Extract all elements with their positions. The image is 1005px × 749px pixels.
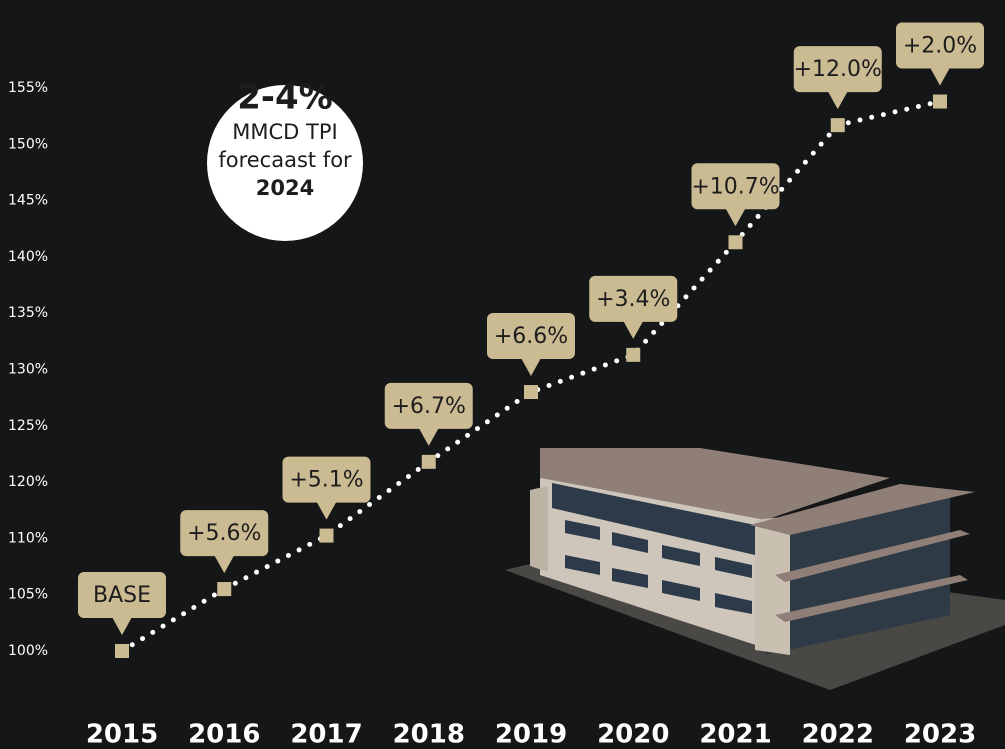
point [830,118,845,133]
x-tick-label: 2020 [597,720,669,749]
annotation-tail [316,501,337,520]
annotation-tail [827,91,848,110]
annotation-box [691,163,780,210]
annotation-box [589,275,678,322]
x-tick-label: 2021 [699,720,771,749]
annotation-box [180,510,269,557]
point [421,454,436,469]
annotation-tail [521,358,541,377]
x-tick-label: 2018 [393,720,465,749]
annotation: BASE [93,583,151,608]
y-tick-label: 155% [8,80,48,96]
callout-line: forecaast for [218,148,352,172]
annotation: +3.4% [596,287,670,312]
dotted-line [119,99,943,654]
callout-year: 2024 [256,176,314,200]
point [728,235,743,250]
annotation-tail [930,67,950,86]
point [626,347,641,362]
annotation: +5.6% [187,521,261,546]
annotation: +10.7% [691,174,779,199]
callout-circle [207,85,363,241]
point [217,582,232,597]
y-tick-label: 130% [8,362,48,378]
annotation: +6.6% [494,324,568,349]
point [319,528,334,543]
y-tick-label: 120% [8,474,48,490]
annotation: +2.0% [903,34,977,59]
callout-line: MMCD TPI [232,120,337,144]
x-tick-label: 2016 [188,720,260,749]
y-tick-label: 105% [8,587,48,603]
y-tick-label: 100% [8,643,48,659]
building-illustration [505,448,1005,690]
callout: 2-4% MMCD TPI forecaast for 2024 [207,78,363,241]
annotation-box [282,456,371,503]
point [524,385,538,400]
annotation-tail [112,617,132,635]
annotation-box [793,46,882,93]
annotation-tail [418,427,439,446]
annotation-box [487,313,575,360]
annotation-box [78,572,166,618]
y-tick-label: 140% [8,249,48,265]
annotation-tail [214,555,235,574]
annotation-tail [623,320,644,339]
y-tick-label: 125% [8,418,48,434]
x-tick-label: 2019 [495,720,567,749]
y-tick-label: 150% [8,136,48,152]
point [115,644,129,658]
annotation-box [896,22,984,69]
annotation-tail [725,208,746,227]
x-tick-label: 2017 [290,720,362,749]
y-tick-label: 135% [8,305,48,321]
point [933,94,947,109]
annotation: +6.7% [392,394,466,419]
y-tick-label: 110% [8,530,48,546]
y-tick-label: 145% [8,193,48,209]
annotation: +5.1% [289,468,363,493]
callout-headline: 2-4% [237,78,333,118]
x-tick-label: 2023 [904,720,976,749]
x-tick-label: 2015 [86,720,158,749]
annotation-box [384,382,473,429]
x-tick-label: 2022 [802,720,874,749]
annotation: +12.0% [794,57,882,82]
